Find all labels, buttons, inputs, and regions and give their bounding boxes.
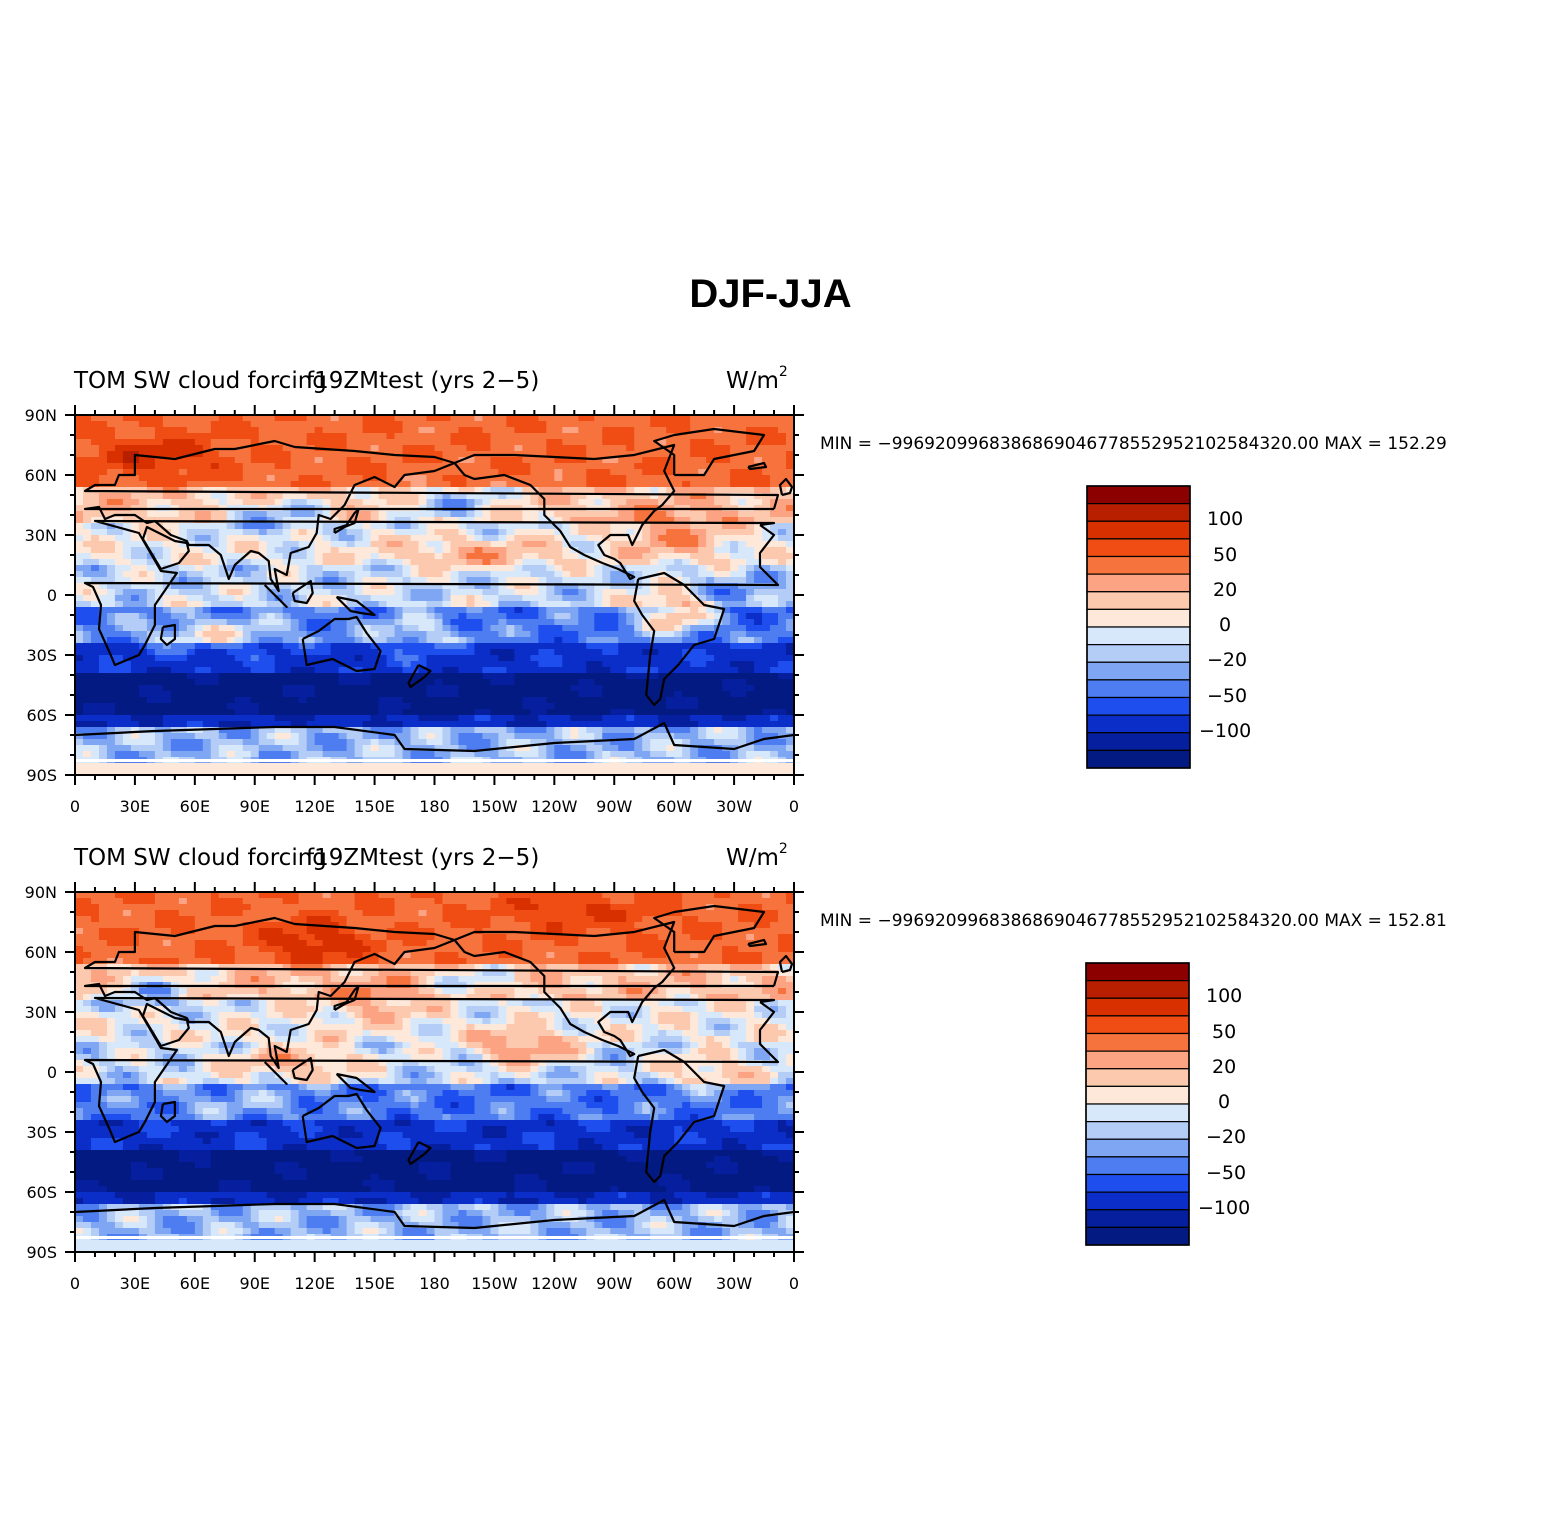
lon-tick-label: 60W: [656, 1274, 692, 1293]
map-panel-top: TOM SW cloud forcing f19ZMtest (yrs 2−5) W…: [0, 364, 1541, 838]
colorbar: [1085, 962, 1190, 1246]
figure-title: DJF-JJA: [689, 272, 852, 316]
lat-tick-label: 30S: [26, 646, 57, 665]
lon-tick-label: 90E: [240, 1274, 270, 1293]
lon-tick-label: 120W: [531, 797, 578, 816]
lon-tick-label: 150E: [354, 797, 395, 816]
lon-tick-label: 0: [70, 1274, 80, 1293]
lon-tick-label: 0: [789, 797, 799, 816]
lon-tick-label: 60W: [656, 797, 692, 816]
lon-tick-label: 90W: [596, 1274, 632, 1293]
lon-tick-label: 90W: [596, 797, 632, 816]
colorbar-label: 50: [1212, 1020, 1237, 1043]
colorbar-label: −100: [1199, 719, 1252, 742]
coastlines: [75, 904, 794, 1230]
lat-tick-label: 60N: [25, 466, 57, 485]
colorbar-label: 0: [1219, 614, 1232, 636]
lon-tick-label: 180: [419, 797, 450, 816]
map-panel-bottom: TOM SW cloud forcing f19ZMtest (yrs 2−5) W…: [0, 841, 1541, 1315]
lon-tick-label: 30E: [120, 1274, 150, 1293]
colorbar-label: 20: [1213, 578, 1238, 601]
lat-tick-label: 90S: [26, 766, 57, 785]
lat-tick-label: 30S: [26, 1123, 57, 1142]
lat-tick-label: 90N: [25, 883, 57, 902]
colorbar-label: −50: [1207, 684, 1248, 707]
colorbar-label: −20: [1207, 649, 1248, 672]
lon-tick-label: 150W: [471, 797, 518, 816]
panel-case-label: f19ZMtest (yrs 2−5): [306, 368, 540, 394]
panel-case-label: f19ZMtest (yrs 2−5): [306, 845, 540, 871]
lon-tick-label: 30E: [120, 797, 150, 816]
contour-map: 90N 60N 30N 0 30S 60S 90S 0 30E 60E 90E 120E 150E 180…: [25, 882, 804, 1293]
filled-contour-field: [75, 415, 794, 775]
colorbar-label: 0: [1218, 1091, 1231, 1113]
lon-tick-label: 120E: [294, 1274, 335, 1293]
lon-tick-label: 150E: [354, 1274, 395, 1293]
lon-tick-label: 120W: [531, 1274, 578, 1293]
lon-tick-label: 30W: [716, 797, 752, 816]
min-max-stats: MIN = −996920996838686904677855295210258…: [820, 911, 1447, 931]
lat-tick-label: 30N: [25, 526, 57, 545]
coastlines: [75, 427, 794, 753]
colorbar-label: 50: [1213, 543, 1238, 566]
min-max-stats: MIN = −996920996838686904677855295210258…: [820, 434, 1447, 454]
lat-tick-label: 0: [47, 1063, 57, 1082]
lat-tick-label: 60N: [25, 943, 57, 962]
lat-tick-label: 60S: [26, 706, 57, 725]
colorbar-label: −20: [1206, 1126, 1247, 1149]
panel-variable-label: TOM SW cloud forcing: [74, 368, 327, 394]
contour-map: 90N 60N 30N 0 30S 60S 90S 0 30E 60E 90E 120E 150E 180…: [25, 405, 804, 816]
lon-tick-label: 90E: [240, 797, 270, 816]
colorbar-label: 20: [1212, 1055, 1237, 1078]
panel-units-label: W/m2: [726, 364, 788, 394]
lat-tick-label: 60S: [26, 1183, 57, 1202]
lon-tick-label: 180: [419, 1274, 450, 1293]
lon-tick-label: 60E: [180, 797, 210, 816]
lon-tick-label: 30W: [716, 1274, 752, 1293]
lon-tick-label: 120E: [294, 797, 335, 816]
colorbar-label: 100: [1207, 508, 1244, 531]
colorbar: [1086, 485, 1191, 769]
lat-tick-label: 90N: [25, 406, 57, 425]
lat-tick-label: 30N: [25, 1003, 57, 1022]
panel-variable-label: TOM SW cloud forcing: [74, 845, 327, 871]
lat-tick-label: 90S: [26, 1243, 57, 1262]
lon-tick-label: 150W: [471, 1274, 518, 1293]
colorbar-label: −50: [1206, 1161, 1247, 1184]
panel-units-label: W/m2: [726, 841, 788, 871]
lon-tick-label: 60E: [180, 1274, 210, 1293]
colorbar-label: 100: [1206, 985, 1243, 1008]
lon-tick-label: 0: [789, 1274, 799, 1293]
lon-tick-label: 0: [70, 797, 80, 816]
filled-contour-field: [75, 892, 794, 1252]
lat-tick-label: 0: [47, 586, 57, 605]
colorbar-label: −100: [1198, 1196, 1251, 1219]
